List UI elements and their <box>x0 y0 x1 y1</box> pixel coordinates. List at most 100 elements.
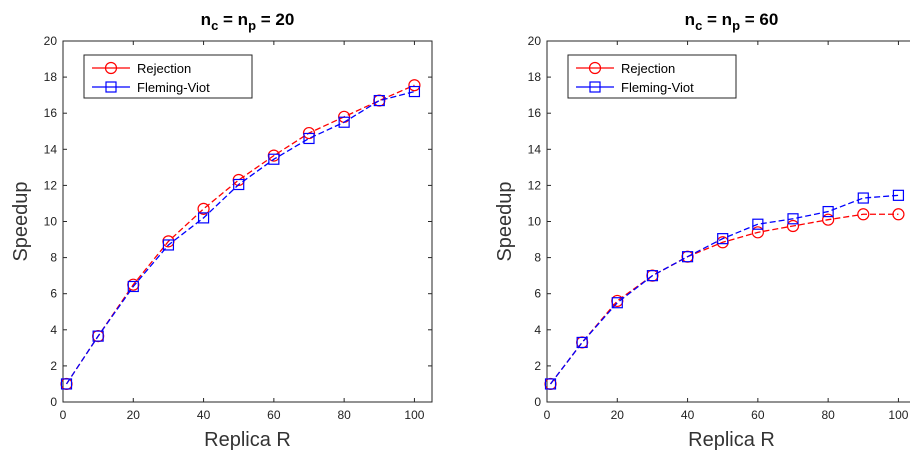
series-line-rejection <box>549 213 899 385</box>
y-tick-label: 20 <box>44 34 58 48</box>
x-tick-label: 40 <box>681 408 695 422</box>
legend: Rejection Fleming-Viot <box>83 54 253 99</box>
title-text: n <box>238 10 248 29</box>
data-point-square <box>408 85 421 98</box>
y-tick-label: 14 <box>44 142 58 156</box>
title-text: n <box>722 10 732 29</box>
title-subscript: p <box>248 18 256 33</box>
data-point-circle <box>892 208 905 221</box>
y-tick-label: 0 <box>50 395 57 409</box>
series-line-rejection <box>65 84 415 385</box>
x-tick-label: 20 <box>611 408 625 422</box>
x-tick-label: 20 <box>127 408 141 422</box>
x-tick-label: 0 <box>544 408 551 422</box>
data-point-circle <box>373 94 386 107</box>
legend: Rejection Fleming-Viot <box>567 54 737 99</box>
x-tick-label: 60 <box>751 408 765 422</box>
data-point-square <box>303 132 315 145</box>
data-point-square <box>857 192 869 204</box>
data-point-square <box>544 378 557 390</box>
legend-entry-label: Fleming-Viot <box>137 80 210 95</box>
data-point-square <box>611 297 623 309</box>
y-axis-label: Speedup <box>494 181 516 261</box>
data-point-square <box>162 239 175 251</box>
title-text: = 20 <box>256 10 294 29</box>
y-tick-label: 16 <box>528 106 542 120</box>
data-point-circle <box>751 226 764 239</box>
title-subscript: c <box>211 18 218 33</box>
legend-entry-label: Fleming-Viot <box>621 80 694 95</box>
y-tick-label: 18 <box>44 70 58 84</box>
data-point-square <box>268 153 280 165</box>
y-tick-label: 12 <box>528 178 542 192</box>
x-tick-label: 100 <box>404 408 424 422</box>
chart-panel-left: 0 20 40 60 80 100 0 2 4 6 8 10 12 14 16 18 20 Replica R Sp… <box>10 10 433 451</box>
title-subscript: p <box>732 18 740 33</box>
y-tick-label: 10 <box>528 215 542 229</box>
x-tick-label: 100 <box>888 408 908 422</box>
y-tick-label: 2 <box>50 359 57 373</box>
series-line-fleming-viot <box>65 90 415 385</box>
data-point-square <box>338 116 350 128</box>
data-point-circle <box>611 294 624 308</box>
title-text: = <box>218 10 237 29</box>
data-point-circle <box>786 219 800 233</box>
series-line-fleming-viot <box>549 194 899 385</box>
data-point-square <box>127 280 139 293</box>
x-tick-label: 80 <box>821 408 835 422</box>
title-text: = <box>702 10 721 29</box>
legend-marker-square <box>105 81 117 93</box>
data-point-square <box>576 336 588 349</box>
title-text: n <box>201 10 211 29</box>
data-point-square <box>822 205 834 218</box>
title-text: = 60 <box>740 10 778 29</box>
legend-marker-circle <box>588 61 602 75</box>
data-point-square <box>752 218 764 230</box>
x-tick-label: 80 <box>337 408 351 422</box>
y-tick-label: 20 <box>528 34 542 48</box>
data-point-circle <box>408 79 421 92</box>
y-tick-label: 16 <box>44 106 58 120</box>
y-tick-label: 12 <box>44 178 58 192</box>
chart-panel-right: 0 20 40 60 80 100 0 2 4 6 8 10 12 14 16 18 20 Replica R Sp… <box>494 10 910 451</box>
data-point-square <box>60 378 73 390</box>
y-tick-label: 8 <box>50 251 57 265</box>
title-text: n <box>685 10 695 29</box>
title-subscript: c <box>695 18 702 33</box>
data-point-square <box>892 189 905 201</box>
y-tick-label: 6 <box>50 287 57 301</box>
data-point-circle <box>197 202 210 215</box>
legend-marker-square <box>589 81 601 93</box>
x-tick-label: 60 <box>267 408 281 422</box>
data-point-circle <box>857 208 870 221</box>
data-point-circle <box>822 213 835 226</box>
y-axis-label: Speedup <box>10 181 32 261</box>
y-tick-label: 0 <box>534 395 541 409</box>
x-tick-label: 0 <box>60 408 67 422</box>
data-point-square <box>681 251 694 263</box>
data-point-square <box>787 213 799 225</box>
y-tick-label: 14 <box>528 142 542 156</box>
x-axis-label: Replica R <box>688 429 775 451</box>
panel-title: nc = np = 20 <box>201 10 295 33</box>
data-point-square <box>233 178 245 191</box>
y-tick-label: 10 <box>44 215 58 229</box>
x-axis-label: Replica R <box>204 429 291 451</box>
y-tick-label: 2 <box>534 359 541 373</box>
x-tick-label: 40 <box>197 408 211 422</box>
y-tick-label: 18 <box>528 70 542 84</box>
legend-marker-circle <box>104 61 118 75</box>
data-point-square <box>717 233 729 245</box>
data-point-square <box>646 270 659 282</box>
y-tick-label: 6 <box>534 287 541 301</box>
data-point-square <box>373 94 385 107</box>
legend-entry-label: Rejection <box>137 61 191 76</box>
data-point-square <box>92 330 104 342</box>
y-tick-label: 4 <box>50 323 57 337</box>
legend-entry-label: Rejection <box>621 61 675 76</box>
data-point-square <box>197 212 210 224</box>
y-tick-label: 4 <box>534 323 541 337</box>
y-tick-label: 8 <box>534 251 541 265</box>
panel-title: nc = np = 60 <box>685 10 779 33</box>
